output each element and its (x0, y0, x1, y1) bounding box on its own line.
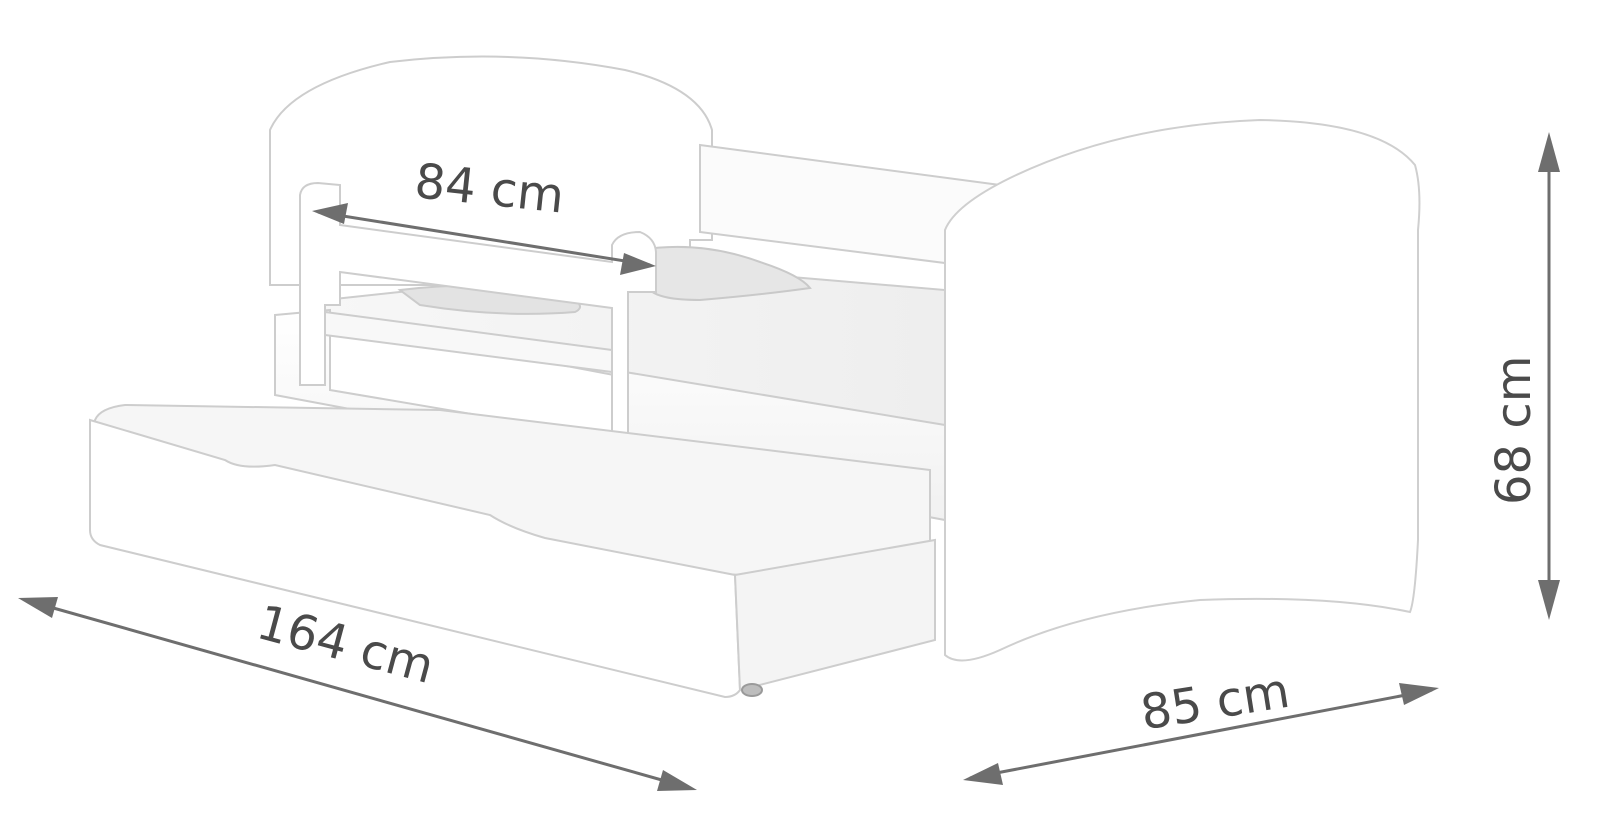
depth-arrow-head-right (1399, 683, 1439, 705)
height-label: 68 cm (1486, 356, 1542, 505)
front-footboard (944, 118, 1421, 662)
pillow (638, 245, 812, 302)
bed-illustration (89, 55, 1421, 699)
length-arrow-head-left (18, 597, 58, 618)
length-arrow-head-right (657, 770, 697, 791)
back-headboard (269, 55, 713, 286)
depth-arrow-head-left (963, 763, 1003, 785)
dimension-height: 68 cm (1486, 132, 1560, 620)
dimension-depth: 85 cm (963, 663, 1439, 785)
drawer-wheel (741, 683, 763, 697)
height-arrow-head-bottom (1538, 580, 1560, 620)
width-inner-arrow-head-left (312, 203, 348, 224)
depth-label: 85 cm (1137, 663, 1293, 742)
guard-lower-bar (324, 310, 613, 374)
height-arrow-head-top (1538, 132, 1560, 172)
length-arrow-line (24, 598, 691, 790)
width-inner-arrow-line (317, 210, 651, 267)
width-inner-arrow-head-right (620, 253, 656, 275)
drawer-side (733, 538, 936, 692)
depth-arrow-line (969, 688, 1433, 780)
